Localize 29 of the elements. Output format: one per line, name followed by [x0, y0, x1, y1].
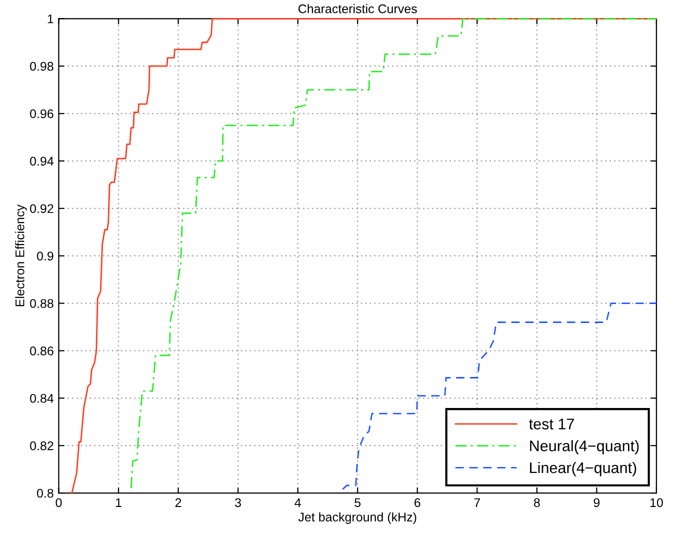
legend-label: test 17: [529, 418, 574, 430]
x-tick-label: 0: [56, 498, 62, 508]
legend-label: Neural(4−quant): [530, 440, 639, 454]
x-tick-label: 10: [650, 498, 663, 508]
x-tick-label: 6: [414, 498, 420, 508]
x-tick-label: 7: [474, 498, 480, 507]
legend-label: Linear(4−quant): [530, 462, 636, 476]
y-tick-label: 0.96: [30, 109, 54, 118]
x-tick-label: 8: [534, 498, 540, 508]
x-axis-title: Jet background (kHz): [298, 512, 416, 524]
y-tick-label: 0.98: [30, 62, 54, 71]
y-tick-label: 0.92: [30, 204, 54, 214]
y-tick-label: 0.8: [36, 488, 54, 498]
y-tick-label: 0.9: [36, 252, 54, 260]
line-series: [342, 302, 658, 490]
x-tick-label: 3: [235, 498, 241, 508]
x-tick-label: 1: [116, 498, 122, 507]
x-tick-label: 4: [294, 498, 301, 507]
y-tick-label: 0.82: [30, 441, 54, 450]
chart-title: Characteristic Curves: [298, 4, 417, 14]
y-tick-label: 0.94: [30, 156, 54, 166]
y-tick-label: 0.88: [30, 299, 54, 308]
x-tick-label: 9: [594, 498, 600, 508]
y-tick-label: 0.84: [30, 394, 54, 403]
x-tick-label: 5: [354, 498, 361, 508]
y-tick-label: 0.86: [30, 346, 54, 356]
y-axis-title: Electron Efficiency: [15, 204, 27, 306]
x-tick-label: 2: [175, 498, 182, 507]
y-tick-label: 1: [48, 14, 54, 24]
